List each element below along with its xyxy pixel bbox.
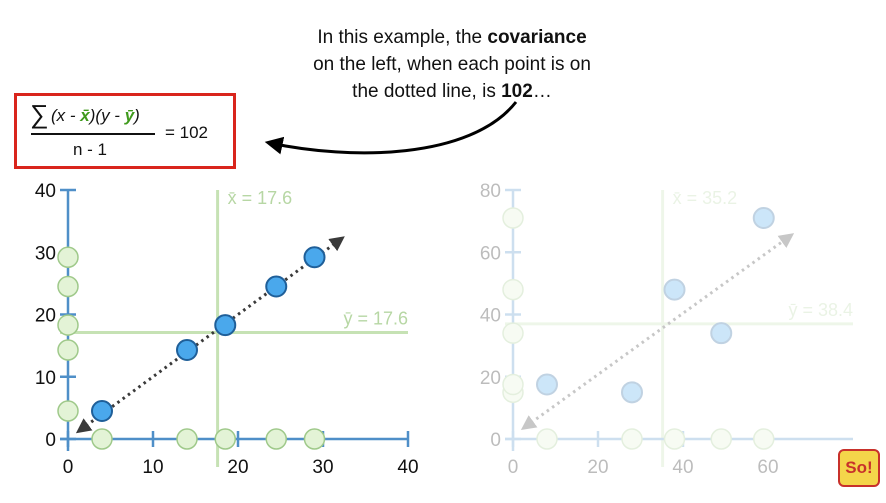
data-point [176, 338, 198, 361]
y-tick-label: 80 [480, 181, 501, 202]
x-marginal-point [303, 428, 326, 450]
y-marginal-point [502, 322, 524, 344]
data-point [752, 207, 775, 230]
x-tick-label: 10 [142, 457, 163, 478]
x-tick-label: 20 [227, 457, 248, 478]
data-point [91, 399, 113, 422]
x-tick-label: 40 [672, 457, 693, 478]
x-marginal-point [753, 428, 775, 450]
x-marginal-point [536, 428, 558, 450]
callout-text: In this example, the covariance on the l… [262, 24, 642, 105]
callout-line-2: on the left, when each point is on [313, 54, 591, 75]
data-point [663, 278, 686, 301]
x-marginal-point [176, 428, 198, 450]
data-point [710, 322, 733, 345]
x-marginal-point [710, 428, 732, 450]
y-tick-label: 40 [35, 181, 56, 202]
y-marginal-point [502, 278, 524, 301]
y-marginal-point [502, 207, 524, 229]
formula-sigma: ∑ [30, 99, 49, 129]
data-point [265, 275, 288, 298]
covariance-formula-box: ∑ (x - x̄)(y - ȳ) n - 1 = 102 [14, 93, 236, 169]
y-tick-label: 20 [35, 306, 56, 327]
y-tick-label: 10 [35, 368, 56, 389]
y-marginal-point [57, 314, 79, 336]
x-marginal-point [265, 428, 287, 450]
covariance-scatter-chart-right: x̄ = 35.2 ȳ = 38.4 0 20 40 60 80 0 20 40 60 [480, 181, 853, 478]
callout-line-3: the dotted line, is 102… [352, 81, 552, 102]
x-tick-label: 40 [397, 457, 418, 478]
y-tick-label: 60 [480, 243, 501, 264]
y-tick-label: 20 [480, 368, 501, 389]
x-tick-label: 30 [312, 457, 333, 478]
x-marginal-point [91, 428, 113, 450]
formula-ybar: ȳ [124, 106, 135, 125]
y-marginal-point [57, 275, 79, 298]
data-point [536, 373, 558, 396]
x-marginal-point [663, 428, 686, 450]
covariance-scatter-chart-left: x̄ = 17.6 ȳ = 17.6 0 10 20 30 40 0 10 20 30 40 [35, 181, 419, 478]
statquest-logo: So! [838, 449, 880, 487]
mean-y-label: ȳ = 38.4 [788, 300, 853, 320]
formula-fraction-bar [31, 133, 155, 135]
formula-result: = 102 [165, 123, 209, 142]
x-marginal-point [214, 428, 236, 450]
formula-denominator: n - 1 [73, 140, 108, 159]
x-tick-label: 0 [63, 457, 74, 478]
mean-x-label: x̄ = 17.6 [228, 188, 293, 208]
mean-x-label: x̄ = 35.2 [673, 188, 738, 208]
data-point [214, 314, 237, 337]
callout-arrow [264, 101, 518, 155]
callout-line-1: In this example, the covariance [317, 27, 587, 48]
data-point [621, 381, 643, 404]
mean-y-label: ȳ = 17.6 [343, 309, 408, 329]
y-tick-label: 30 [35, 243, 56, 264]
x-tick-label: 60 [757, 457, 778, 478]
y-tick-label: 0 [490, 430, 501, 451]
y-marginal-point [57, 339, 79, 361]
data-point [303, 246, 326, 269]
x-tick-label: 20 [587, 457, 608, 478]
y-marginal-point [57, 246, 79, 268]
y-tick-label: 40 [480, 306, 501, 327]
trend-arrow [520, 233, 795, 431]
x-marginal-point [621, 428, 643, 450]
formula-xbar: x̄ [80, 106, 90, 125]
formula-numerator: (x - x̄)(y - ȳ) [51, 106, 140, 125]
y-tick-label: 0 [45, 430, 56, 451]
y-marginal-point [57, 400, 79, 422]
trend-arrow [75, 236, 345, 434]
x-tick-label: 0 [508, 457, 519, 478]
y-marginal-point [502, 373, 524, 396]
